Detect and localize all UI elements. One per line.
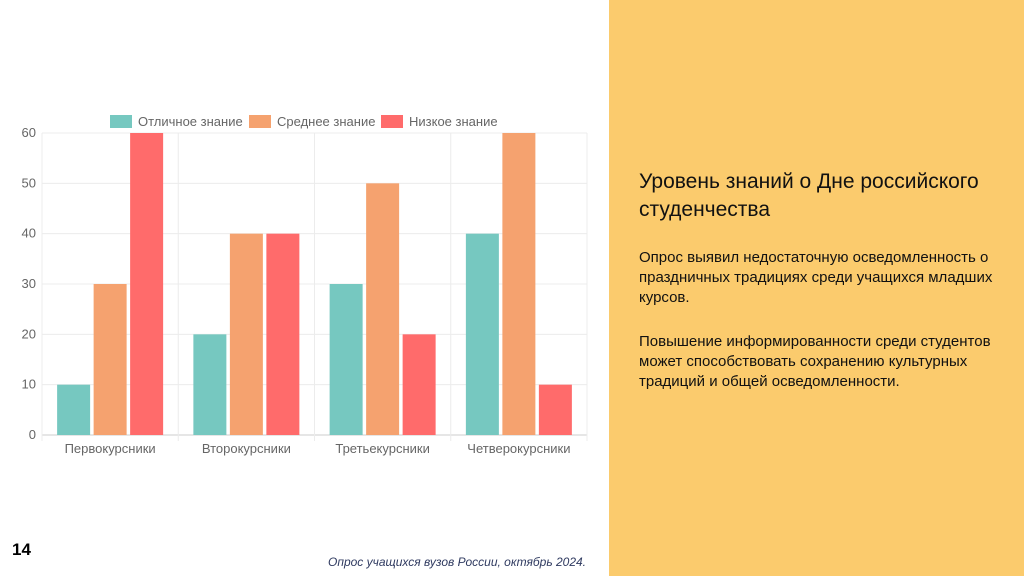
y-tick-label: 30 [22,276,36,291]
bar [57,384,91,435]
summary-panel: Уровень знаний о Дне российского студенч… [609,0,1024,576]
y-tick-label: 10 [22,377,36,392]
bar [193,334,227,435]
panel-paragraph-1: Опрос выявил недостаточную осведомленнос… [639,249,993,306]
bar [502,133,536,435]
bar [229,233,263,435]
panel-paragraph-2: Повышение информированности среди студен… [639,333,991,390]
bar [538,384,572,435]
bar [402,334,436,435]
slide-number: 14 [12,540,31,559]
y-tick-label: 40 [22,226,36,241]
y-tick-label: 0 [29,427,36,442]
x-tick-label: Первокурсники [65,441,156,456]
source-note: Опрос учащихся вузов России, октябрь 202… [328,555,586,569]
bar [93,284,127,435]
legend-swatch [110,115,132,128]
legend-label: Низкое знание [409,114,498,129]
y-tick-label: 20 [22,326,36,341]
legend-swatch [249,115,271,128]
y-tick-label: 50 [22,175,36,190]
x-tick-label: Второкурсники [202,441,291,456]
legend-label: Среднее знание [277,114,375,129]
bar [130,133,164,435]
panel-title: Уровень знаний о Дне российского студенч… [639,170,979,221]
x-tick-label: Третьекурсники [335,441,430,456]
legend-label: Отличное знание [138,114,243,129]
bar [329,284,363,435]
bar [266,233,300,435]
bar [366,183,400,435]
legend-swatch [381,115,403,128]
bar-chart: 0 10 20 30 40 50 60 Первокурсники Второкурсники Т… [22,114,588,456]
y-tick-label: 60 [22,125,36,140]
x-tick-label: Четверокурсники [467,441,570,456]
bar [465,233,499,435]
